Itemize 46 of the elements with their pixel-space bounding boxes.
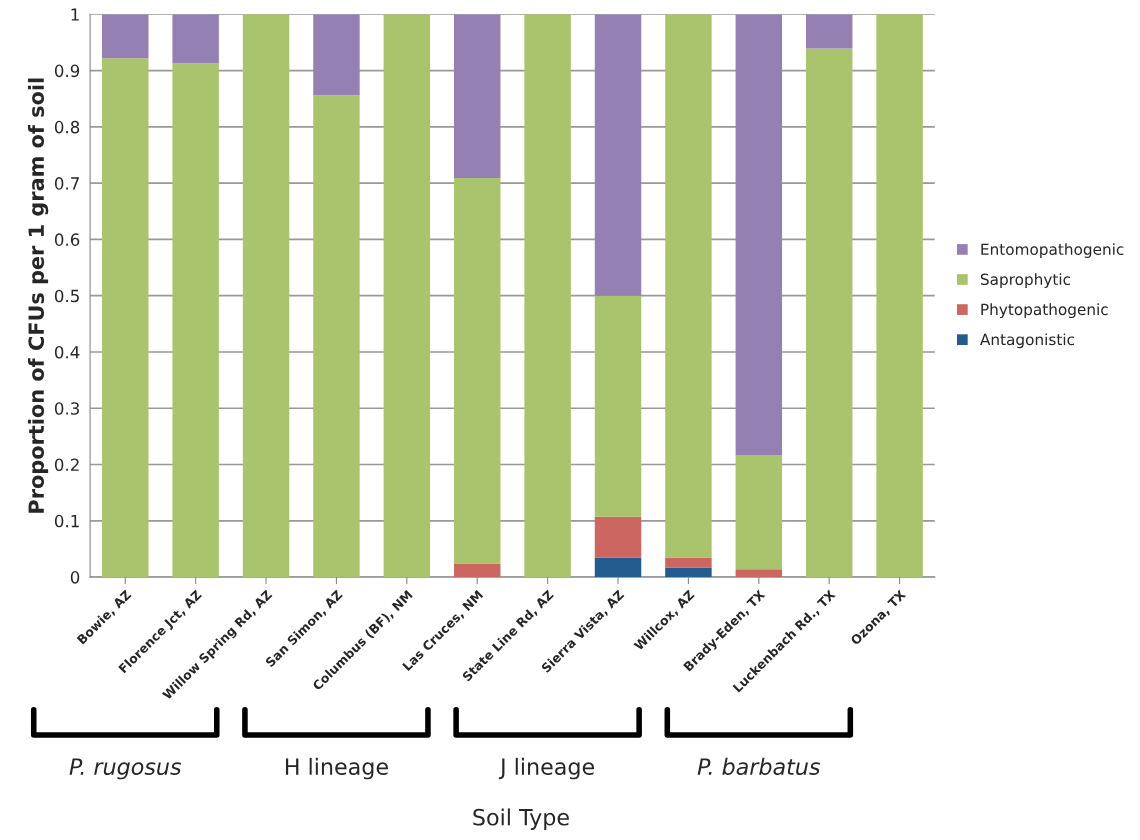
text: J lineage (498, 757, 594, 780)
bar (454, 178, 501, 564)
y-tick-label: 0.2 (54, 458, 79, 472)
y-tick-label: 0 (70, 571, 80, 584)
text: P. barbatus (697, 757, 821, 776)
x-axis-title: Soil Type (473, 808, 569, 830)
y-tick-label: 0.3 (54, 402, 79, 415)
text: H lineage (285, 757, 388, 780)
bar (102, 58, 149, 578)
bar (594, 516, 642, 558)
legend-label: Phytopathogenic (981, 303, 1108, 319)
bar (102, 14, 149, 59)
bar (594, 14, 642, 296)
bar (172, 14, 219, 64)
bar (876, 14, 923, 578)
bar (313, 95, 360, 578)
y-tick-label: 0.9 (54, 64, 80, 78)
y-tick-label: 0.7 (54, 177, 79, 190)
bar (735, 455, 783, 570)
legend-label: Saprophytic (980, 273, 1071, 289)
bar (665, 557, 712, 568)
y-tick-label: 1 (71, 8, 79, 21)
bar (454, 14, 501, 179)
bar (524, 14, 571, 578)
legend-label: Entomopathogenic (981, 243, 1124, 258)
bar (665, 567, 712, 578)
y-tick-label: 0.4 (54, 345, 80, 359)
bar (172, 63, 219, 578)
y-tick-label: 0.5 (54, 289, 79, 303)
text: P. rugosus (69, 758, 182, 780)
bar (594, 295, 642, 517)
bar (805, 14, 853, 49)
bar (313, 14, 360, 96)
y-tick-label: 0.8 (54, 120, 80, 134)
bar (594, 557, 642, 578)
bar (383, 14, 431, 578)
bar (735, 569, 783, 578)
legend-label: Antagonistic (980, 333, 1075, 349)
y-axis-title: Proportion of CFUs per 1 gram of soil (27, 78, 49, 513)
bar (735, 14, 783, 456)
bar (665, 14, 712, 558)
y-tick-label: 0.6 (54, 233, 80, 246)
bar (242, 14, 290, 578)
bar (805, 48, 853, 578)
y-tick-label: 0.1 (54, 514, 79, 528)
bar (454, 563, 501, 578)
